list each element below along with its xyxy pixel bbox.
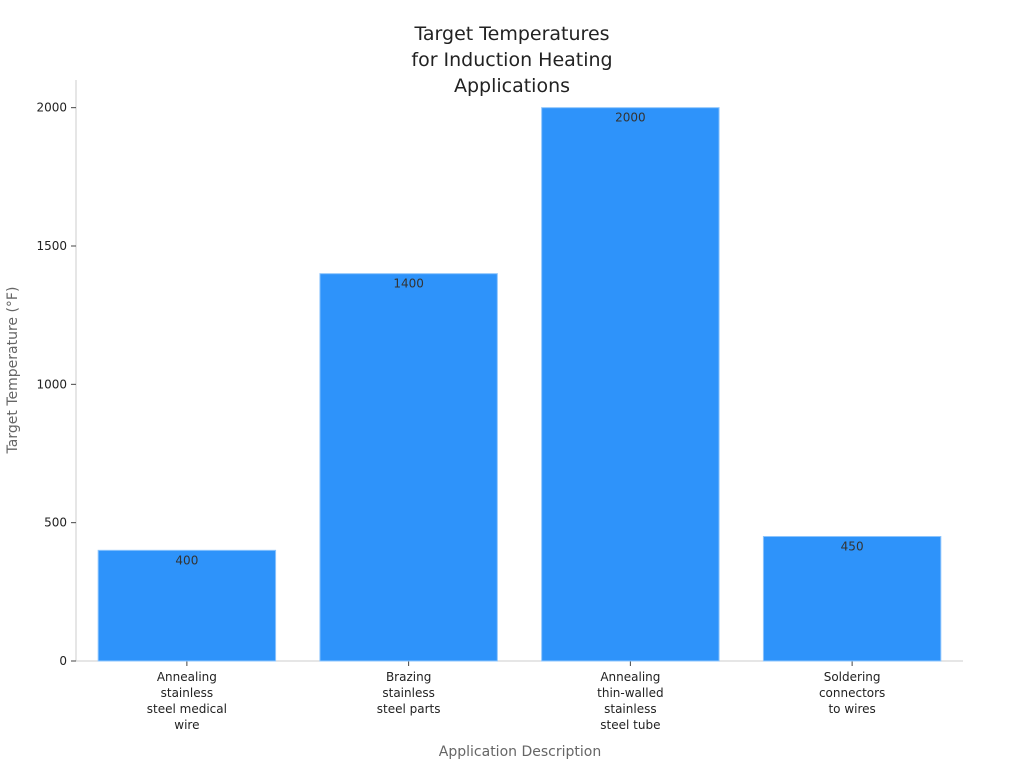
chart-title: Target Temperatures for Induction Heating… (411, 23, 612, 97)
y-axis-label: Target Temperature (°F) (5, 287, 21, 455)
y-tick-label: 0 (59, 654, 67, 668)
value-label: 2000 (615, 111, 646, 125)
y-tick-label: 2000 (36, 101, 67, 115)
x-tick-label: Annealing thin-walled stainless steel tube (597, 670, 663, 732)
bar (97, 549, 277, 662)
x-axis-label: Application Description (439, 744, 601, 760)
x-tick-label: Annealing stainless steel medical wire (147, 670, 227, 732)
value-label: 400 (175, 553, 198, 567)
bar (762, 536, 942, 662)
value-label: 1400 (393, 277, 424, 291)
bar (541, 107, 720, 662)
y-tick-label: 1500 (36, 239, 67, 253)
x-tick-label: Soldering connectors to wires (819, 670, 885, 716)
x-tick-label: Brazing stainless steel parts (377, 670, 441, 716)
y-tick-label: 1000 (36, 377, 67, 391)
bar (319, 273, 498, 662)
value-label: 450 (841, 540, 864, 554)
y-tick-label: 500 (44, 516, 67, 530)
